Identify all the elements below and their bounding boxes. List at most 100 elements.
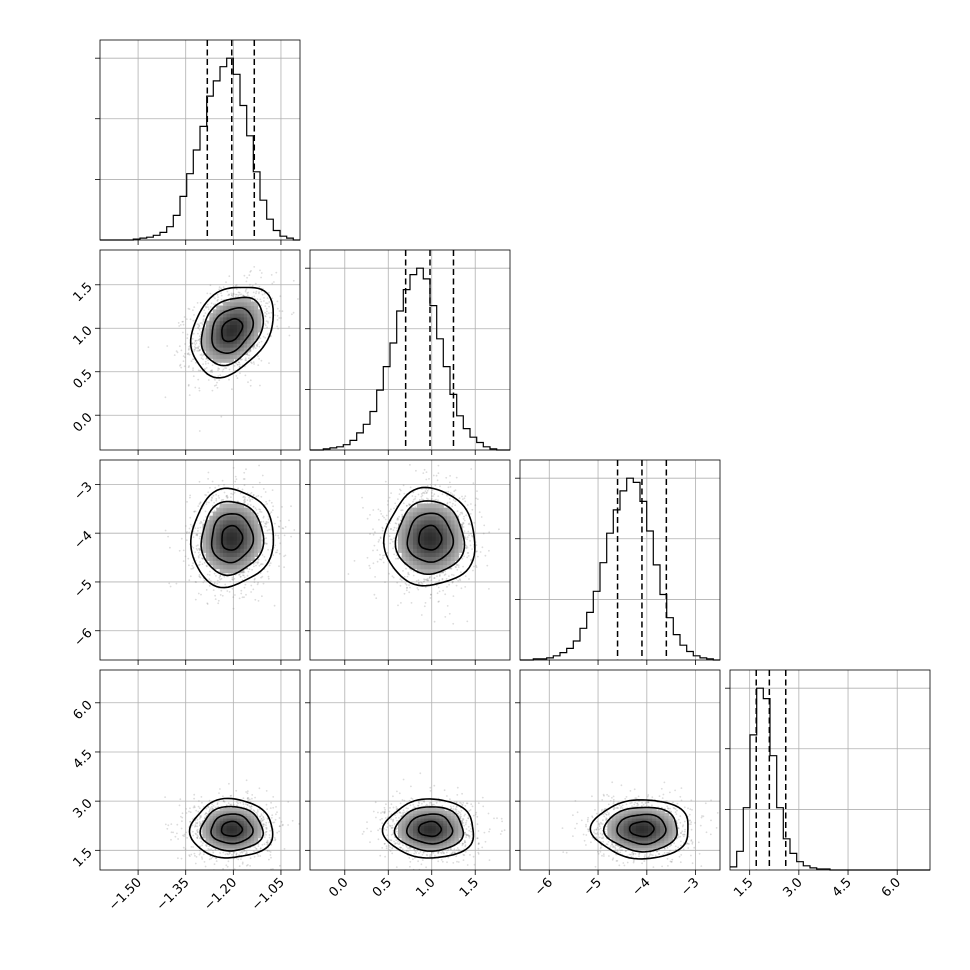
- density-cell: [226, 331, 231, 337]
- density-cell: [226, 503, 231, 509]
- sample-point: [247, 503, 249, 506]
- density-cell: [226, 324, 231, 329]
- sample-point: [417, 493, 420, 496]
- density-cell: [223, 556, 228, 561]
- sample-point: [255, 509, 258, 511]
- sample-point: [256, 345, 258, 348]
- density-cell: [447, 540, 452, 545]
- sample-point: [400, 509, 403, 512]
- sample-point: [182, 560, 185, 562]
- density-cell: [223, 532, 228, 537]
- sample-point: [266, 333, 269, 335]
- density-cell: [247, 552, 252, 557]
- density-cell: [398, 532, 403, 537]
- density-cell: [240, 540, 245, 545]
- sample-point: [274, 314, 276, 317]
- density-cell: [247, 324, 252, 329]
- sample-point: [436, 575, 438, 578]
- sample-point: [249, 500, 251, 502]
- density-cell: [420, 515, 425, 521]
- sample-point: [198, 548, 201, 550]
- density-cell: [405, 556, 410, 561]
- sample-point: [240, 592, 243, 595]
- sample-point: [277, 534, 280, 537]
- density-cell: [405, 527, 410, 533]
- density-cell: [401, 519, 407, 525]
- sample-point: [253, 581, 256, 583]
- sample-point: [251, 300, 254, 302]
- sample-point: [193, 346, 196, 348]
- sample-point: [253, 266, 256, 268]
- sample-point: [207, 306, 210, 309]
- sample-point: [481, 546, 484, 549]
- sample-point: [259, 510, 261, 513]
- density-cell: [424, 507, 429, 513]
- sample-point: [402, 570, 404, 572]
- density-cell: [226, 515, 231, 521]
- density-cell: [250, 548, 255, 553]
- density-cell: [450, 511, 456, 517]
- density-cell: [257, 548, 262, 553]
- density-cell: [212, 309, 217, 314]
- sample-point: [461, 495, 463, 498]
- sample-point: [386, 551, 389, 554]
- sample-point: [263, 555, 266, 558]
- sample-point: [428, 576, 431, 579]
- sample-point: [251, 568, 254, 571]
- density-cell: [219, 339, 224, 344]
- sample-point: [201, 323, 204, 326]
- density-cell: [240, 347, 245, 352]
- density-cell: [233, 519, 238, 525]
- sample-point: [237, 361, 240, 364]
- sample-point: [444, 570, 446, 573]
- sample-point: [470, 532, 472, 535]
- density-cell: [254, 313, 259, 318]
- sample-point: [386, 503, 389, 506]
- density-cell: [405, 532, 410, 537]
- sample-point: [284, 554, 287, 557]
- density-cell: [420, 552, 425, 557]
- sample-point: [270, 501, 273, 504]
- sample-point: [242, 478, 245, 480]
- sample-point: [420, 581, 422, 584]
- sample-point: [225, 281, 227, 284]
- sample-point: [469, 540, 471, 542]
- density-cell: [413, 511, 418, 517]
- sample-point: [433, 577, 436, 579]
- density-cell: [420, 544, 425, 549]
- sample-point: [237, 802, 239, 805]
- sample-point: [192, 332, 195, 335]
- sample-point: [414, 497, 416, 500]
- density-cell: [230, 527, 234, 533]
- sample-point: [390, 528, 392, 530]
- sample-point: [266, 297, 269, 299]
- sample-point: [259, 572, 262, 574]
- sample-point: [195, 534, 198, 536]
- sample-point: [222, 286, 225, 288]
- density-cell: [439, 515, 444, 521]
- density-cell: [250, 511, 255, 517]
- sample-point: [199, 354, 202, 356]
- sample-point: [226, 590, 229, 592]
- sample-point: [209, 486, 211, 489]
- density-cell: [240, 343, 245, 348]
- density-cell: [250, 328, 255, 333]
- density-cell: [206, 350, 210, 356]
- density-cell: [219, 305, 224, 310]
- sample-point: [270, 801, 272, 804]
- density-cell: [247, 305, 252, 310]
- sample-point: [202, 519, 205, 522]
- histogram-panel-2: [515, 459, 721, 661]
- sample-point: [265, 526, 268, 528]
- density-cell: [202, 335, 207, 341]
- density-cell: [202, 532, 207, 537]
- density-cell: [230, 515, 234, 521]
- sample-point: [204, 494, 207, 496]
- sample-point: [268, 362, 270, 364]
- sample-point: [257, 581, 259, 584]
- sample-point: [455, 584, 458, 587]
- sample-point: [461, 512, 464, 515]
- sample-point: [267, 521, 269, 524]
- density-cell: [250, 519, 255, 525]
